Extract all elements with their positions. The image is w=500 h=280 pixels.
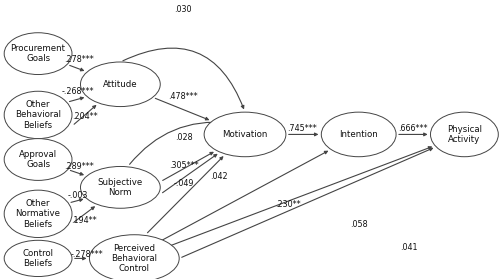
Text: .041: .041 xyxy=(400,243,417,252)
Text: Other
Normative
Beliefs: Other Normative Beliefs xyxy=(16,199,60,229)
Text: -.003: -.003 xyxy=(68,191,88,200)
Ellipse shape xyxy=(4,240,72,277)
Text: Subjective
Norm: Subjective Norm xyxy=(98,178,143,197)
Text: .204**: .204** xyxy=(72,111,98,120)
Ellipse shape xyxy=(80,167,160,208)
Text: .030: .030 xyxy=(174,4,192,13)
Text: .305***: .305*** xyxy=(170,161,199,170)
Text: .042: .042 xyxy=(210,172,228,181)
Text: Approval
Goals: Approval Goals xyxy=(19,150,57,169)
Text: Other
Behavioral
Beliefs: Other Behavioral Beliefs xyxy=(15,100,61,130)
Ellipse shape xyxy=(4,91,72,139)
Text: -.049: -.049 xyxy=(174,179,195,188)
Ellipse shape xyxy=(204,112,286,157)
Text: -.268***: -.268*** xyxy=(62,87,94,96)
Ellipse shape xyxy=(4,139,72,180)
Text: Perceived
Behavioral
Control: Perceived Behavioral Control xyxy=(112,244,158,273)
Text: .278***: .278*** xyxy=(64,55,94,64)
Ellipse shape xyxy=(90,235,179,280)
Text: .478***: .478*** xyxy=(168,92,198,101)
Ellipse shape xyxy=(4,33,72,74)
Ellipse shape xyxy=(430,112,498,157)
Text: .230**: .230** xyxy=(275,200,300,209)
Text: .745***: .745*** xyxy=(288,124,317,133)
Text: Procurement
Goals: Procurement Goals xyxy=(10,44,66,63)
Text: .666***: .666*** xyxy=(398,124,428,133)
Ellipse shape xyxy=(322,112,396,157)
Text: .058: .058 xyxy=(350,220,368,229)
Ellipse shape xyxy=(4,190,72,237)
Text: Motivation: Motivation xyxy=(222,130,268,139)
Text: -.278***: -.278*** xyxy=(70,250,103,259)
Text: Control
Beliefs: Control Beliefs xyxy=(22,249,54,268)
Text: .028: .028 xyxy=(176,133,193,142)
Text: Attitude: Attitude xyxy=(103,80,138,89)
Ellipse shape xyxy=(80,62,160,107)
Text: Intention: Intention xyxy=(340,130,378,139)
Text: Physical
Activity: Physical Activity xyxy=(447,125,482,144)
Text: .194**: .194** xyxy=(71,216,97,225)
Text: .289***: .289*** xyxy=(64,162,94,171)
